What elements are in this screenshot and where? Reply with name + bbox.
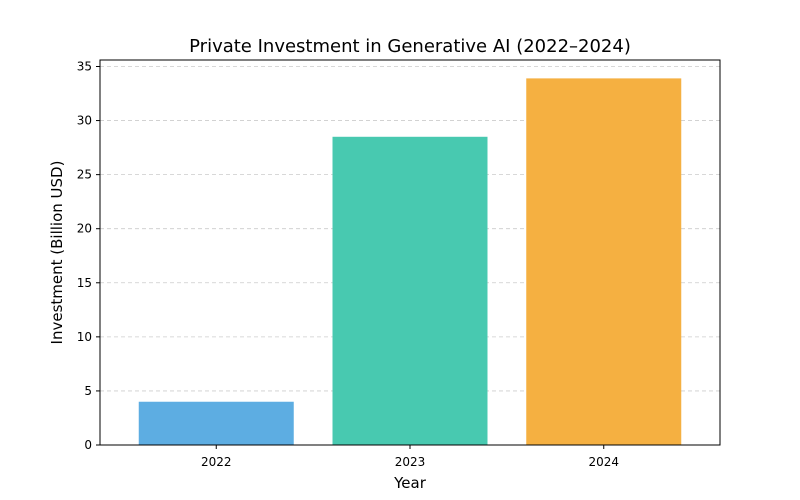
x-axis-label: Year: [393, 474, 427, 492]
y-tick-label: 15: [77, 276, 92, 290]
y-tick-label: 30: [77, 114, 92, 128]
y-tick-label: 25: [77, 168, 92, 182]
y-axis-ticks: 0 5 10 15 20 25 30 35: [77, 59, 100, 452]
bars: [138, 78, 682, 446]
bar-2023: [332, 136, 488, 446]
y-tick-label: 10: [77, 330, 92, 344]
x-tick-label: 2022: [201, 455, 232, 469]
x-tick-label: 2024: [588, 455, 619, 469]
y-tick-label: 35: [77, 59, 92, 73]
chart-title: Private Investment in Generative AI (202…: [189, 36, 631, 57]
bar-2024: [526, 78, 682, 446]
y-axis-label: Investment (Billion USD): [48, 161, 66, 345]
y-tick-label: 0: [84, 438, 92, 452]
y-tick-label: 5: [84, 384, 92, 398]
x-axis-ticks: 2022 2023 2024: [201, 445, 619, 469]
bar-2022: [138, 401, 294, 445]
x-tick-label: 2023: [395, 455, 426, 469]
y-tick-label: 20: [77, 222, 92, 236]
